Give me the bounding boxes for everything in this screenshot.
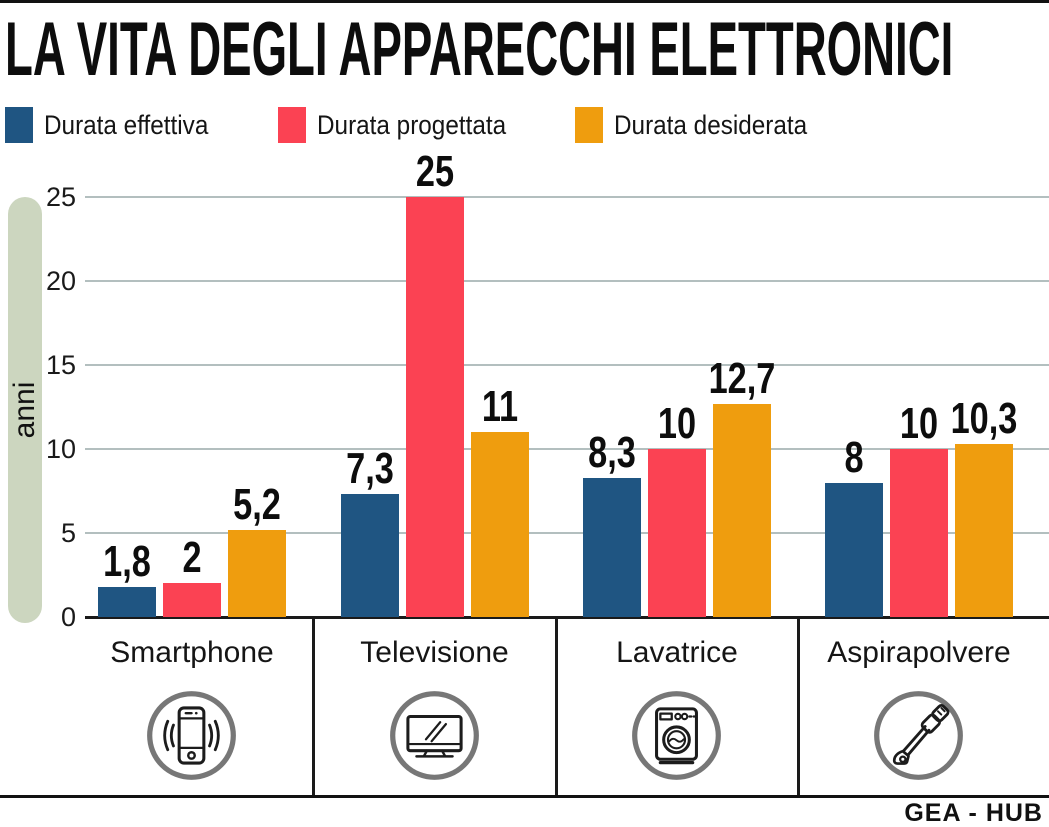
y-tick-label-20: 20 (45, 266, 76, 296)
footer-divider (0, 795, 1049, 798)
bar-aspirapolvere-progettata (890, 449, 948, 617)
category-divider-2 (554, 617, 558, 796)
smartphone-icon (144, 688, 239, 783)
legend-item-progettata: Durata progettata (278, 106, 527, 144)
bar-smartphone-desiderata (228, 529, 286, 617)
bar-aspirapolvere-effettiva (825, 482, 883, 617)
y-tick-label-25: 25 (45, 182, 76, 212)
gridline-15 (85, 364, 1049, 366)
legend-swatch-progettata (278, 107, 306, 143)
gridline-5 (85, 532, 1049, 534)
legend-item-effettiva: Durata effettiva (5, 106, 227, 144)
vacuum-cleaner-icon (871, 688, 966, 783)
bar-televisione-progettata (405, 197, 464, 617)
bar-value-label: 25 (415, 147, 454, 196)
bar-value-label: 8 (844, 432, 864, 482)
gridline-10 (85, 448, 1049, 450)
bar-value-label: 8,3 (588, 427, 636, 477)
gridline-20 (85, 280, 1049, 282)
y-tick-label-15: 15 (45, 350, 76, 380)
legend-label: Durata progettata (317, 110, 507, 140)
legend-swatch-desiderata (575, 107, 603, 143)
y-axis-pill: anni (8, 197, 42, 623)
y-tick-label-0: 0 (60, 602, 76, 632)
bar-lavatrice-effettiva (583, 477, 641, 617)
legend-item-desiderata: Durata desiderata (575, 106, 829, 144)
category-label-lavatrice: Lavatrice (616, 636, 738, 669)
y-tick-label-10: 10 (45, 434, 76, 464)
legend-swatch-effettiva (5, 107, 33, 143)
bar-value-label: 1,8 (103, 536, 151, 586)
bar-smartphone-effettiva (98, 586, 156, 617)
bar-value-label: 5,2 (233, 479, 281, 529)
footer-brand: GEA - HUB (904, 799, 1043, 827)
top-accent-bar (0, 0, 1049, 3)
washing-machine-icon (629, 688, 724, 783)
category-label-televisione: Televisione (360, 636, 509, 669)
legend-label: Durata effettiva (44, 110, 209, 140)
bar-lavatrice-progettata (648, 449, 706, 617)
bar-value-label: 7,3 (345, 444, 394, 494)
bar-value-label: 11 (481, 382, 518, 432)
bar-value-label: 2 (182, 533, 202, 583)
bar-televisione-desiderata (470, 432, 529, 617)
category-divider-3 (796, 617, 800, 796)
x-axis-baseline (85, 615, 1049, 619)
y-tick-label-5: 5 (60, 518, 76, 548)
category-label-aspirapolvere: Aspirapolvere (827, 636, 1011, 669)
tv-icon (387, 688, 482, 783)
legend-label: Durata desiderata (614, 110, 808, 140)
bar-aspirapolvere-desiderata (955, 443, 1013, 617)
legend: Durata effettiva Durata progettata Durat… (0, 106, 1049, 146)
gridline-25 (85, 196, 1049, 198)
bar-value-label: 10 (657, 399, 697, 448)
bar-value-label: 12,7 (708, 353, 776, 403)
bar-lavatrice-desiderata (713, 403, 771, 617)
bar-value-label: 10,3 (950, 393, 1018, 443)
category-label-smartphone: Smartphone (110, 636, 274, 669)
category-divider-1 (311, 617, 315, 796)
page-title: LA VITA DEGLI APPARECCHI ELETTRONICI (5, 7, 954, 92)
bar-smartphone-progettata (163, 583, 221, 617)
bar-televisione-effettiva (340, 494, 399, 617)
bar-value-label: 10 (899, 399, 939, 448)
